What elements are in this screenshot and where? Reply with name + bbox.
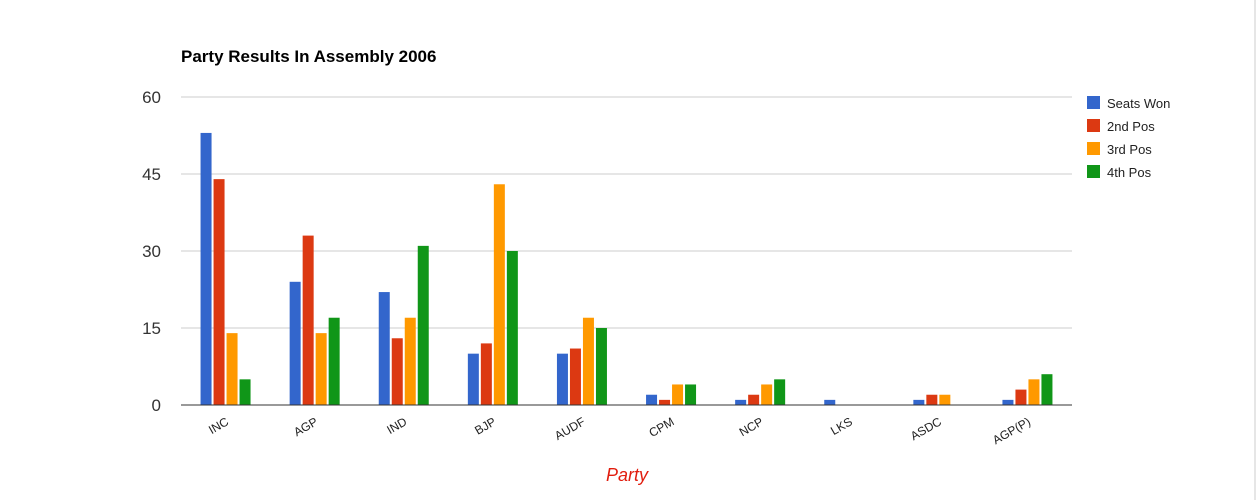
chart-title: Party Results In Assembly 2006: [181, 47, 436, 66]
bar-4th-pos-audf: [595, 328, 607, 405]
bar-3rd-pos-cpm: [672, 384, 684, 405]
bar-4th-pos-ncp: [774, 379, 786, 405]
y-tick-label: 0: [152, 396, 161, 415]
legend-label: Seats Won: [1107, 96, 1170, 111]
x-tick-label: AGP(P): [990, 414, 1033, 447]
legend-label: 3rd Pos: [1107, 142, 1152, 157]
bar-4th-pos-agpp: [1041, 374, 1053, 405]
bar-2nd-pos-agpp: [1015, 389, 1027, 405]
bar-2nd-pos-asdc: [926, 394, 938, 405]
x-axis-ticks: INC AGP IND BJP AUDF CPM NCP LKS ASDC AGP(P): [206, 414, 1033, 447]
y-axis-ticks: 0 15 30 45 60: [142, 88, 161, 415]
x-tick-label: AUDF: [552, 414, 587, 442]
bar-2nd-pos-ind: [391, 338, 403, 405]
legend-swatch: [1087, 96, 1100, 109]
bar-2nd-pos-bjp: [480, 343, 492, 405]
bar-3rd-pos-agpp: [1028, 379, 1040, 405]
legend-swatch: [1087, 119, 1100, 132]
bar-seats-won-asdc: [913, 399, 925, 405]
bar-3rd-pos-ind: [404, 317, 416, 405]
legend-swatch: [1087, 142, 1100, 155]
bar-3rd-pos-audf: [582, 317, 594, 405]
x-tick-label: INC: [206, 414, 231, 437]
x-tick-label: CPM: [646, 414, 676, 439]
bar-2nd-pos-cpm: [659, 399, 671, 405]
bar-seats-won-agp: [289, 281, 301, 405]
x-tick-label: IND: [384, 414, 409, 437]
bar-2nd-pos-ncp: [748, 394, 760, 405]
legend-label: 2nd Pos: [1107, 119, 1155, 134]
y-tick-label: 30: [142, 242, 161, 261]
x-tick-label: AGP: [291, 414, 320, 439]
bars: [200, 132, 1053, 405]
bar-3rd-pos-agp: [315, 333, 327, 405]
y-tick-label: 45: [142, 165, 161, 184]
bar-2nd-pos-inc: [213, 179, 225, 405]
x-axis-label: Party: [606, 465, 649, 485]
bar-seats-won-lks: [824, 399, 836, 405]
y-tick-label: 60: [142, 88, 161, 107]
bar-2nd-pos-agp: [302, 235, 314, 405]
bar-3rd-pos-asdc: [939, 394, 951, 405]
bar-2nd-pos-audf: [569, 348, 581, 405]
bar-3rd-pos-bjp: [493, 184, 505, 405]
legend-label: 4th Pos: [1107, 165, 1152, 180]
legend: Seats Won 2nd Pos 3rd Pos 4th Pos: [1087, 96, 1170, 180]
bar-4th-pos-ind: [417, 245, 429, 405]
bar-seats-won-bjp: [467, 353, 479, 405]
bar-3rd-pos-ncp: [761, 384, 773, 405]
bar-seats-won-ncp: [735, 399, 747, 405]
bar-4th-pos-bjp: [506, 251, 518, 405]
gridlines: [181, 96, 1072, 329]
bar-4th-pos-inc: [239, 379, 251, 405]
legend-swatch: [1087, 165, 1100, 178]
bar-seats-won-ind: [378, 292, 390, 405]
bar-seats-won-cpm: [646, 394, 658, 405]
bar-seats-won-agpp: [1002, 399, 1014, 405]
x-tick-label: ASDC: [908, 414, 944, 443]
bar-seats-won-inc: [200, 132, 212, 405]
x-tick-label: BJP: [472, 414, 498, 437]
bar-4th-pos-cpm: [685, 384, 697, 405]
bar-4th-pos-agp: [328, 317, 340, 405]
y-tick-label: 15: [142, 319, 161, 338]
bar-seats-won-audf: [556, 353, 568, 405]
x-tick-label: LKS: [828, 414, 855, 437]
bar-3rd-pos-inc: [226, 333, 238, 405]
x-tick-label: NCP: [737, 414, 766, 439]
